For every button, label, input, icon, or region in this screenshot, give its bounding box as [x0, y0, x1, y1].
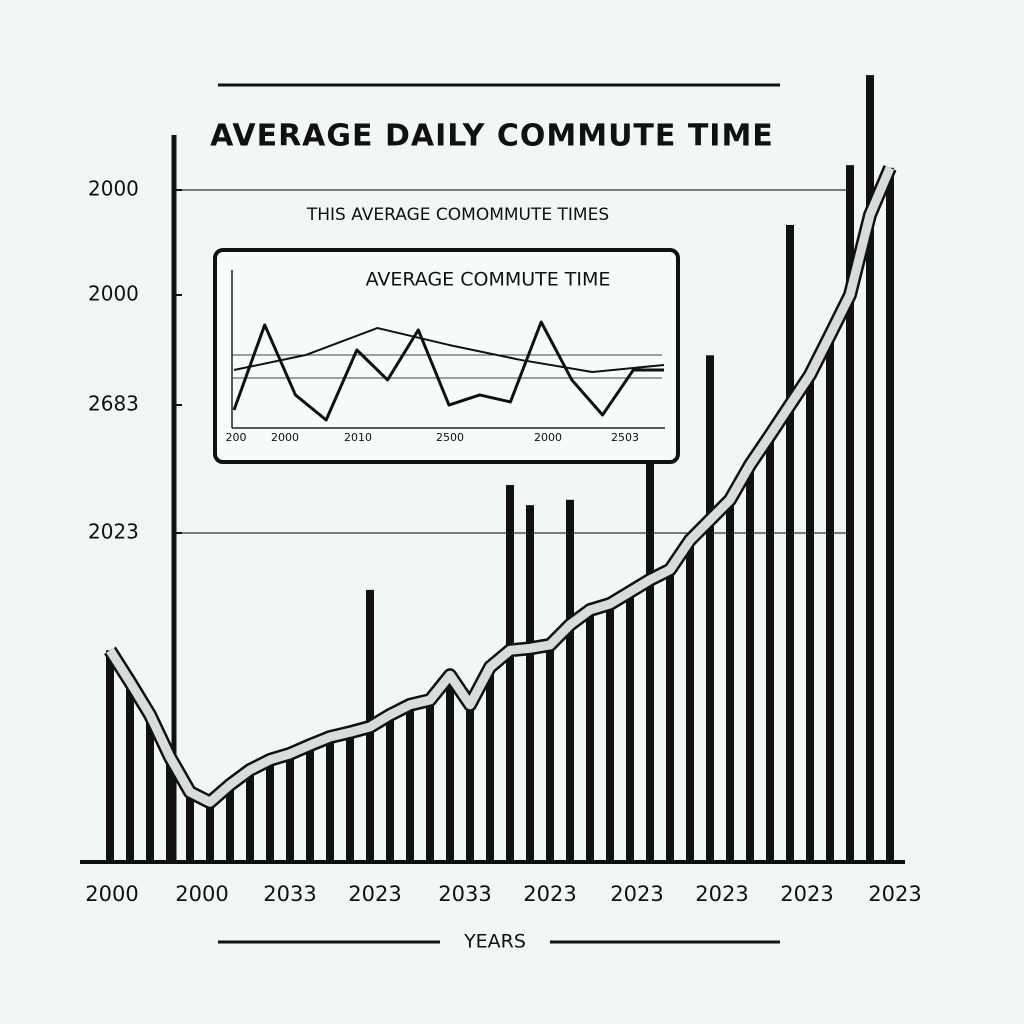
bar: [226, 784, 234, 862]
inset-x-tick-label: 2500: [436, 431, 464, 444]
bar: [486, 667, 494, 862]
bar: [846, 165, 854, 863]
bar: [886, 167, 894, 863]
x-tick-label: 2023: [868, 882, 921, 906]
bar: [246, 769, 254, 862]
bar: [646, 429, 654, 862]
x-tick-label: 2000: [85, 882, 138, 906]
x-tick-label: 2033: [263, 882, 316, 906]
bar: [746, 464, 754, 862]
bar: [146, 714, 154, 862]
inset-x-tick-label: 2000: [271, 431, 299, 444]
inset-x-tick-label: 200: [226, 431, 247, 444]
bar: [326, 737, 334, 862]
trend-band-inner: [106, 166, 895, 807]
inset-x-tick-label: 2503: [611, 431, 639, 444]
subtitle: THIS AVERAGE COMOMMUTE TIMES: [306, 205, 609, 225]
bar: [786, 224, 794, 863]
inset-line: [232, 320, 664, 422]
bar: [206, 802, 214, 862]
bar: [386, 714, 394, 862]
bar: [766, 435, 774, 862]
inset-title: AVERAGE COMMUTE TIME: [366, 269, 611, 291]
x-tick-label: 2023: [610, 882, 663, 906]
bar: [626, 591, 634, 862]
x-axis-title: YEARS: [463, 931, 526, 953]
bar: [286, 753, 294, 862]
bar: [706, 355, 714, 862]
x-tick-label: 2023: [780, 882, 833, 906]
bar: [406, 704, 414, 862]
bar: [506, 485, 514, 862]
bar: [126, 681, 134, 862]
bar: [426, 700, 434, 862]
bar: [166, 757, 174, 862]
x-tick-label: 2023: [523, 882, 576, 906]
inset-line: [233, 327, 665, 373]
bar: [266, 759, 274, 862]
inset-x-tick-label: 2000: [534, 431, 562, 444]
bar: [306, 745, 314, 862]
bar: [466, 704, 474, 862]
bar: [586, 610, 594, 862]
bar: [566, 499, 574, 862]
bar: [666, 569, 674, 862]
bar: [446, 675, 454, 862]
inset-x-tick-label: 2010: [344, 431, 372, 444]
bar: [106, 650, 114, 862]
x-tick-label: 2023: [695, 882, 748, 906]
bar: [546, 644, 554, 862]
bar: [186, 792, 194, 862]
bar: [346, 732, 354, 862]
y-tick-label: 2683: [88, 392, 139, 416]
bar: [606, 603, 614, 862]
x-tick-label: 2000: [175, 882, 228, 906]
bar: [826, 335, 834, 863]
bar: [806, 374, 814, 862]
bar: [686, 540, 694, 862]
bar: [866, 75, 874, 862]
x-tick-label: 2033: [438, 882, 491, 906]
bar: [526, 505, 534, 862]
y-tick-label: 2000: [88, 282, 139, 306]
y-tick-label: 2000: [88, 177, 139, 201]
x-tick-label: 2023: [348, 882, 401, 906]
y-tick-label: 2023: [88, 520, 139, 544]
bar: [726, 499, 734, 862]
chart-title: AVERAGE DAILY COMMUTE TIME: [210, 119, 774, 154]
